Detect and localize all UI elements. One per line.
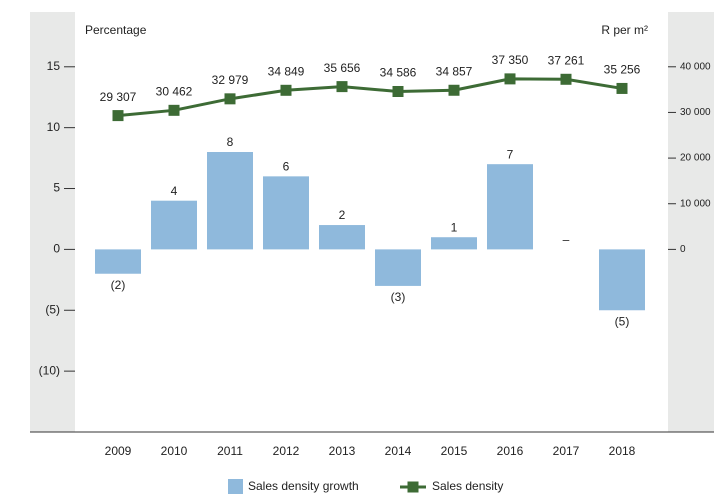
legend-swatch xyxy=(228,479,243,494)
data-label: – xyxy=(563,233,570,247)
marker xyxy=(616,82,628,94)
data-label: 2 xyxy=(339,208,346,222)
y2-axis-title: R per m² xyxy=(601,23,648,37)
bar xyxy=(151,200,197,250)
line xyxy=(117,77,623,118)
x-tick-label: 2015 xyxy=(441,444,468,458)
marker xyxy=(224,93,236,105)
x-tick-label: 2012 xyxy=(273,444,300,458)
y2-tick-label: 30 000 xyxy=(680,107,711,118)
y-tick-label: 0 xyxy=(53,242,60,256)
data-label: 1 xyxy=(451,220,458,234)
x-tick-label: 2014 xyxy=(385,444,412,458)
marker xyxy=(280,84,292,96)
marker xyxy=(392,85,404,97)
data-label: 34 849 xyxy=(268,64,305,78)
data-label: 34 857 xyxy=(436,64,473,78)
x-tick-label: 2013 xyxy=(329,444,356,458)
bar xyxy=(599,249,645,311)
data-label: 4 xyxy=(171,184,178,198)
legend-label: Sales density growth xyxy=(248,479,359,493)
legend-label: Sales density xyxy=(432,479,503,493)
y2-tick-label: 0 xyxy=(680,244,686,255)
bar xyxy=(375,249,421,286)
data-label: 37 261 xyxy=(548,53,585,67)
data-label: 37 350 xyxy=(492,53,529,67)
x-tick-label: 2016 xyxy=(497,444,524,458)
y-tick-label: 15 xyxy=(47,59,61,73)
bar xyxy=(487,164,533,250)
x-tick-label: 2018 xyxy=(609,444,636,458)
data-label: 35 256 xyxy=(604,63,641,77)
data-label: 29 307 xyxy=(100,90,137,104)
x-tick-label: 2009 xyxy=(105,444,132,458)
y2-tick-label: 20 000 xyxy=(680,153,711,164)
y-axis-title: Percentage xyxy=(85,23,147,37)
right-axis-panel xyxy=(668,12,714,432)
y2-tick-label: 40 000 xyxy=(680,61,711,72)
data-label: 34 586 xyxy=(380,66,417,80)
data-label: 8 xyxy=(227,135,234,149)
bar xyxy=(431,237,477,250)
data-label: (3) xyxy=(391,290,406,304)
x-tick-label: 2017 xyxy=(553,444,580,458)
marker xyxy=(112,110,124,122)
marker xyxy=(504,73,516,85)
bar xyxy=(263,176,309,250)
data-label: (2) xyxy=(111,278,126,292)
data-label: (5) xyxy=(615,314,630,328)
data-label: 32 979 xyxy=(212,73,249,87)
x-tick-label: 2010 xyxy=(161,444,188,458)
marker xyxy=(560,73,572,85)
y-tick-label: 5 xyxy=(53,181,60,195)
data-label: 35 656 xyxy=(324,61,361,75)
y2-tick-label: 10 000 xyxy=(680,198,711,209)
bar xyxy=(319,225,365,250)
marker xyxy=(448,84,460,96)
y-tick-label: (5) xyxy=(45,302,60,316)
y-tick-label: 10 xyxy=(47,120,61,134)
legend-marker xyxy=(407,481,419,493)
bar xyxy=(207,152,253,250)
data-label: 6 xyxy=(283,160,290,174)
data-label: 30 462 xyxy=(156,84,193,98)
left-axis-panel xyxy=(30,12,75,432)
bar xyxy=(95,249,141,274)
y-tick-label: (10) xyxy=(39,363,60,377)
x-tick-label: 2011 xyxy=(217,444,243,458)
marker xyxy=(168,104,180,116)
data-label: 7 xyxy=(507,147,514,161)
marker xyxy=(336,81,348,93)
